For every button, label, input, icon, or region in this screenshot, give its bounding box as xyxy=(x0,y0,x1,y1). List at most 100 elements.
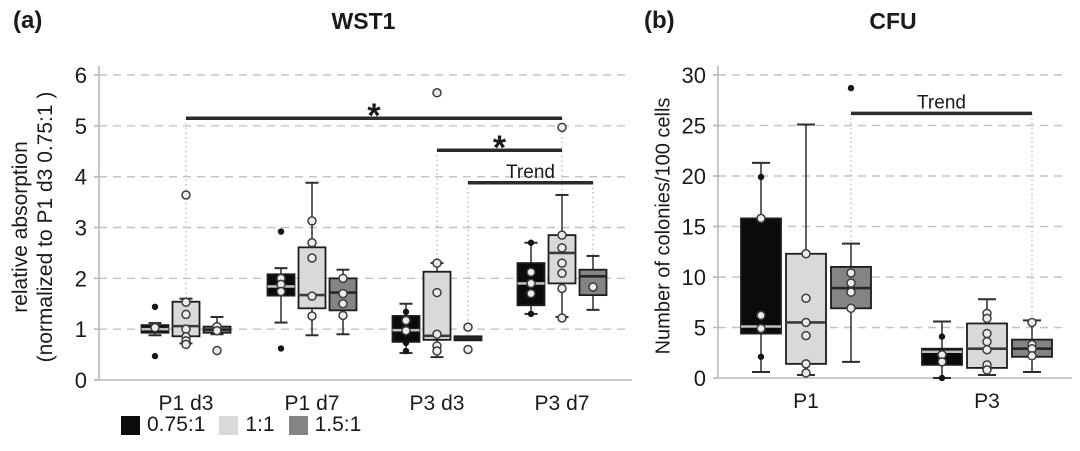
data-point-open xyxy=(557,313,567,323)
data-point-open xyxy=(150,322,160,333)
data-point-open xyxy=(432,287,442,298)
significance-label: * xyxy=(367,97,381,135)
y-tick-label: 15 xyxy=(682,215,706,240)
data-point-open xyxy=(801,293,811,303)
data-point-open xyxy=(756,310,766,321)
data-point-open xyxy=(846,303,856,314)
data-point-open xyxy=(982,365,992,375)
data-point-open xyxy=(557,283,567,294)
data-point-open xyxy=(801,368,811,378)
y-tick-label: 5 xyxy=(75,114,87,139)
data-point-open xyxy=(1027,317,1037,328)
ratio-legend: 0.75:1 1:1 1.5:1 xyxy=(121,413,361,437)
data-point-open xyxy=(526,267,536,277)
data-point-open xyxy=(432,88,442,98)
y-tick-label: 6 xyxy=(75,63,87,88)
data-point-open xyxy=(1027,351,1037,361)
data-point-open xyxy=(846,287,856,297)
data-point-open xyxy=(846,278,856,288)
data-point-open xyxy=(557,268,567,278)
data-point-open xyxy=(401,325,411,336)
x-category-label: P3 xyxy=(974,390,1000,413)
data-point-open xyxy=(557,230,567,240)
x-category-label: P1 d7 xyxy=(285,392,340,415)
data-point-filled xyxy=(151,303,159,310)
legend-label: 0.75:1 xyxy=(147,413,206,436)
data-point-open xyxy=(526,278,536,289)
data-point-open xyxy=(756,213,766,224)
panel-a-title: WST1 xyxy=(331,8,396,34)
data-point-filled xyxy=(402,339,410,347)
panel-a-y-axis-label-line1: relative absorption xyxy=(9,141,32,313)
y-tick-label: 20 xyxy=(682,164,706,189)
data-point-open xyxy=(526,288,536,299)
data-point-open xyxy=(307,291,317,301)
data-point-open xyxy=(557,243,567,253)
data-point-filled xyxy=(847,84,855,92)
legend-swatch-1.5:1 xyxy=(288,415,308,435)
x-category-label: P3 d3 xyxy=(410,392,465,415)
y-tick-label: 1 xyxy=(75,317,87,342)
panel-b-title: CFU xyxy=(869,8,917,34)
data-point-filled xyxy=(938,374,946,382)
data-point-filled xyxy=(757,353,765,360)
data-point-open xyxy=(588,282,598,292)
data-point-open xyxy=(937,357,947,367)
data-point-open xyxy=(338,299,348,309)
data-point-open xyxy=(212,345,222,356)
data-point-filled xyxy=(938,333,946,340)
data-point-open xyxy=(338,288,348,299)
panel-b-label: (b) xyxy=(644,7,675,34)
cfu-chart-group: 0 5 10 15 20 25 30 P1 P3 Trend xyxy=(682,63,1072,413)
legend-swatch-0.75:1 xyxy=(121,415,140,435)
data-point-open xyxy=(801,330,811,341)
y-tick-label: 2 xyxy=(75,266,87,291)
data-point-filled xyxy=(402,347,410,355)
data-point-open xyxy=(338,310,348,321)
legend-label: 1:1 xyxy=(245,413,275,436)
data-point-open xyxy=(401,315,411,326)
data-point-open xyxy=(432,258,442,268)
data-point-filled xyxy=(151,352,159,360)
data-point-filled xyxy=(277,228,285,235)
data-point-open xyxy=(338,273,348,284)
data-point-open xyxy=(557,258,567,268)
data-point-filled xyxy=(277,345,285,352)
data-point-open xyxy=(181,324,191,334)
data-point-filled xyxy=(527,310,535,318)
data-point-open xyxy=(756,323,766,334)
data-point-open xyxy=(982,313,992,324)
x-category-label: P3 d7 xyxy=(535,392,590,415)
data-point-open xyxy=(181,297,191,307)
y-tick-label: 10 xyxy=(682,265,706,290)
data-point-filled xyxy=(757,173,765,181)
y-tick-label: 5 xyxy=(694,316,706,341)
panel-a-y-axis-label: relative absorption (normalized to P1 d3… xyxy=(8,92,58,363)
data-point-open xyxy=(432,329,442,339)
panel-a-label: (a) xyxy=(13,7,43,34)
significance-label: * xyxy=(493,129,507,167)
x-category-label: P1 d3 xyxy=(159,392,214,415)
data-point-open xyxy=(463,344,473,355)
data-point-open xyxy=(181,190,191,200)
data-point-filled xyxy=(402,308,410,316)
data-point-open xyxy=(846,268,856,278)
y-tick-label: 3 xyxy=(75,216,87,241)
box-1:1-P1 xyxy=(785,252,827,365)
data-point-open xyxy=(432,346,442,356)
data-point-open xyxy=(307,216,317,226)
significance-label: Trend xyxy=(917,92,966,113)
y-tick-label: 30 xyxy=(682,63,706,88)
y-tick-label: 25 xyxy=(682,114,706,139)
data-point-open xyxy=(982,344,992,355)
y-tick-label: 0 xyxy=(694,366,706,391)
legend-label: 1.5:1 xyxy=(314,413,362,436)
data-point-open xyxy=(212,325,222,336)
x-category-label: P1 xyxy=(793,390,819,413)
legend-item-0.75:1: 0.75:1 xyxy=(121,413,205,437)
data-point-open xyxy=(307,238,317,248)
data-point-open xyxy=(801,317,811,328)
data-point-open xyxy=(982,336,992,347)
legend-swatch-1:1 xyxy=(219,415,239,435)
